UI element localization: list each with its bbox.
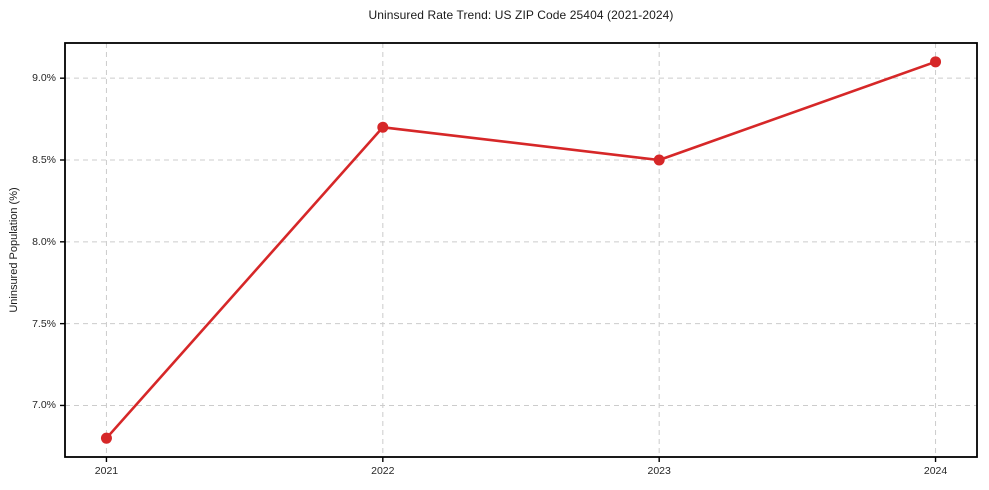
- y-tick-label: 8.0%: [32, 235, 56, 248]
- x-tick-label: 2024: [923, 465, 948, 477]
- y-tick-label: 8.5%: [32, 154, 56, 166]
- data-point-marker: [930, 56, 942, 68]
- x-tick-label: 2023: [647, 465, 671, 477]
- y-tick-label: 7.0%: [32, 399, 56, 412]
- data-point-marker: [653, 154, 665, 166]
- x-tick-label: 2022: [371, 465, 395, 477]
- chart-title: Uninsured Rate Trend: US ZIP Code 25404 …: [368, 8, 674, 22]
- trend-line: [105, 60, 936, 440]
- y-tick-label: 9.0%: [32, 72, 56, 85]
- y-tick-label: 7.5%: [32, 317, 56, 330]
- x-tick-label: 2021: [94, 465, 119, 477]
- data-point-marker: [377, 121, 389, 133]
- plot-border: [64, 42, 978, 458]
- y-axis-label: Uninsured Population (%): [8, 187, 20, 313]
- data-point-marker: [100, 432, 112, 444]
